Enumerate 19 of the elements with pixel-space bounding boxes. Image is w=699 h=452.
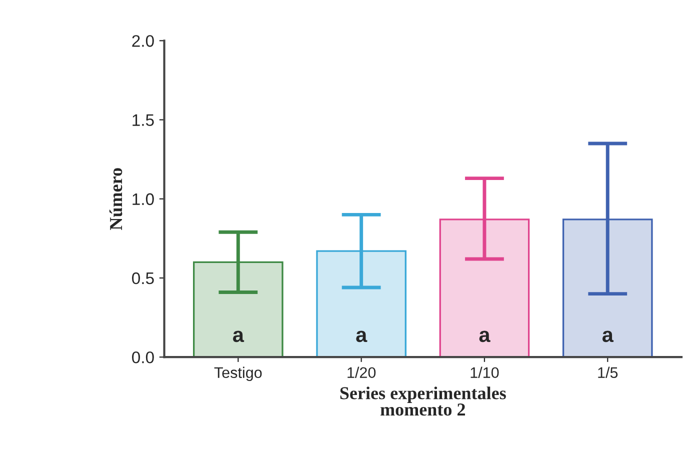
- y-tick-label: 0.5: [132, 272, 154, 284]
- x-tick-label: 1/20: [348, 366, 376, 378]
- bar: [562, 218, 653, 358]
- x-axis-title: Series experimentales momento 2: [340, 386, 506, 416]
- y-axis-title: Número: [109, 168, 122, 230]
- x-tick-label: Testigo: [214, 366, 262, 382]
- y-tick-label: 1.0: [132, 193, 154, 206]
- y-tick-label: 2.0: [132, 35, 154, 47]
- annotation: a: [232, 330, 244, 342]
- y-tick-label: 1.5: [132, 114, 154, 126]
- x-tick-label: 1/5: [598, 366, 618, 378]
- annotation: a: [356, 330, 368, 342]
- bar: [316, 250, 406, 358]
- annotation: a: [479, 330, 490, 342]
- x-tick-label: 1/10: [470, 366, 499, 378]
- bar: [439, 218, 530, 358]
- y-tick-label: 0.0: [132, 351, 154, 364]
- bar: [192, 261, 284, 358]
- annotation: a: [602, 330, 614, 342]
